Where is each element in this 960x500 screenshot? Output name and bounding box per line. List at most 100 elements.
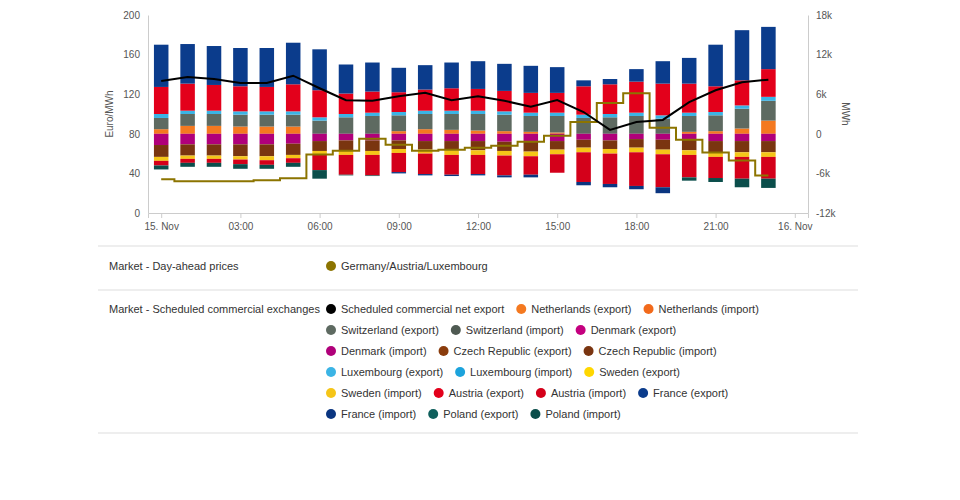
bar [629, 69, 644, 82]
x-tick: 09:00 [387, 213, 412, 232]
bar [682, 177, 697, 180]
bar [576, 80, 591, 81]
bar [576, 140, 591, 148]
bar [708, 44, 723, 45]
legend-item: Luxembourg (import) [455, 366, 572, 378]
y-tick: 0 [134, 208, 148, 219]
bar [576, 80, 591, 81]
bar [524, 134, 539, 142]
bar [497, 134, 512, 142]
tick-label: 16. Nov [778, 221, 812, 232]
legend-item: Sweden (export) [584, 366, 680, 378]
bar [180, 126, 195, 134]
legend-rule [98, 246, 858, 247]
bar [180, 156, 195, 159]
bar [497, 175, 512, 177]
tick-label: 15. Nov [144, 221, 178, 232]
bar [180, 114, 195, 126]
bar [392, 68, 407, 92]
bar [154, 44, 169, 45]
bar [339, 114, 354, 117]
bar [444, 134, 459, 141]
bar [761, 141, 776, 152]
bar [603, 154, 618, 184]
legend-item: Scheduled commercial net export [326, 303, 504, 315]
bar [207, 134, 222, 145]
tick-label: 80 [129, 129, 141, 140]
bar [180, 159, 195, 163]
bar [154, 118, 169, 129]
bar [154, 114, 169, 118]
bar [497, 131, 512, 134]
bar [365, 140, 380, 151]
bar [312, 117, 327, 120]
bar [735, 152, 750, 157]
bar [286, 134, 301, 144]
x-tick: 06:00 [308, 213, 333, 232]
bar [524, 116, 539, 132]
legend-rule [98, 433, 858, 434]
bar [286, 111, 301, 114]
legend-label: Luxembourg (import) [470, 366, 572, 378]
legend-rule [98, 290, 858, 291]
tick-label: 160 [123, 49, 140, 60]
x-axis: 15. Nov03:0006:0009:0012:0015:0018:0021:… [144, 213, 812, 232]
tick-mark [557, 213, 558, 218]
bar [444, 62, 459, 63]
legend-label: Germany/Austria/Luxembourg [341, 260, 488, 272]
tick-label: 0 [134, 208, 140, 219]
legend-label: France (import) [341, 408, 416, 420]
bar [260, 165, 275, 169]
bar [392, 172, 407, 173]
bar [497, 156, 512, 176]
bar [286, 144, 301, 155]
bar [312, 141, 327, 151]
bar [576, 134, 591, 140]
bar [761, 179, 776, 188]
bar [735, 129, 750, 134]
x-tick: 12:00 [466, 213, 491, 232]
bar [444, 155, 459, 175]
bar [207, 46, 222, 47]
tick-label: 6k [816, 89, 828, 100]
bar [682, 116, 697, 132]
bar [233, 164, 248, 169]
bar [233, 111, 248, 114]
bar [471, 61, 486, 89]
legend-item: Switzerland (export) [326, 324, 439, 336]
bar [339, 94, 354, 114]
y-tick: 40 [129, 168, 148, 179]
bar [735, 30, 750, 31]
legend-label: Austria (import) [551, 387, 626, 399]
bar [260, 160, 275, 165]
bar [761, 101, 776, 121]
bar [154, 145, 169, 157]
legend-marker [326, 346, 336, 356]
legend: Market - Day-ahead pricesGermany/Austria… [98, 246, 858, 433]
legend-marker [326, 367, 336, 377]
legend-marker [536, 388, 546, 398]
bar [524, 113, 539, 116]
bar [471, 61, 486, 62]
bar [524, 175, 539, 178]
legend-label: Poland (export) [443, 408, 518, 420]
bar [365, 155, 380, 175]
bar [418, 154, 433, 174]
bar [550, 67, 565, 68]
bar [260, 115, 275, 127]
legend-item: Poland (import) [530, 408, 620, 420]
bar [761, 26, 776, 27]
y2-tick: 12k [808, 49, 833, 60]
bar [260, 134, 275, 145]
bar [708, 45, 723, 87]
bar [735, 141, 750, 152]
bar [260, 87, 275, 111]
bar [656, 84, 671, 116]
bar [207, 156, 222, 159]
bar [735, 30, 750, 80]
bar [233, 48, 248, 86]
bar [233, 48, 248, 49]
bar [576, 118, 591, 134]
x-tick: 15. Nov [144, 213, 178, 232]
bar [392, 115, 407, 131]
